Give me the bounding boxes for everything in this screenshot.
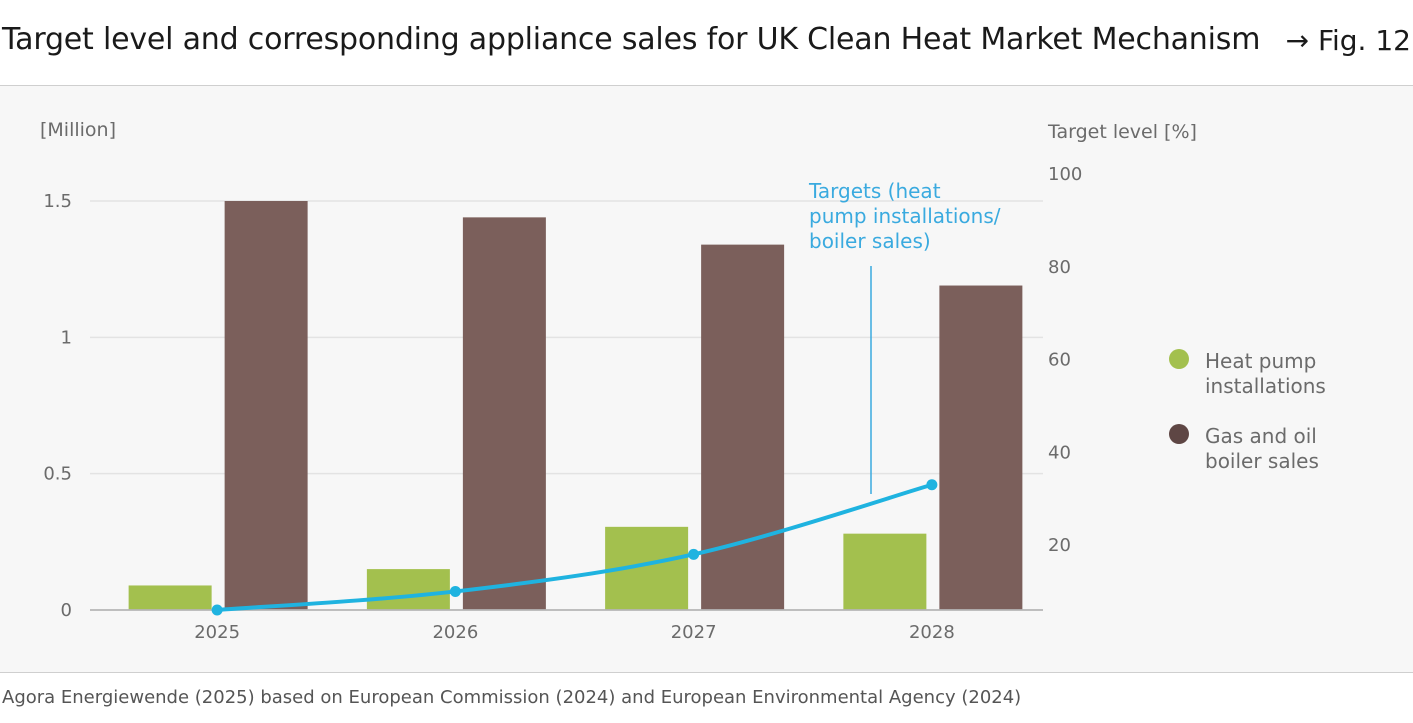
legend-label: boiler sales [1205, 449, 1319, 473]
left-axis-tick-label: 0.5 [43, 464, 72, 485]
target-line-group [211, 479, 938, 616]
target-point [926, 479, 938, 491]
x-axis-tick-label: 2026 [432, 622, 478, 643]
bar-boiler [224, 201, 308, 610]
legend-label: Gas and oil [1205, 424, 1317, 448]
left-axis-tick-label: 1 [61, 327, 72, 348]
right-axis-tick-label: 60 [1048, 350, 1071, 371]
right-axis-tick-label: 80 [1048, 257, 1071, 278]
bar-boiler [462, 217, 546, 611]
left-axis-tick-label: 0 [61, 600, 72, 621]
bar-boiler [939, 285, 1023, 610]
chart-header: Target level and corresponding appliance… [0, 0, 1413, 86]
annotation-text: boiler sales) [809, 229, 931, 253]
legend-label: Heat pump [1205, 349, 1316, 373]
right-axis-tick-label: 40 [1048, 442, 1071, 463]
x-axis-tick-label: 2028 [909, 622, 955, 643]
target-line [215, 482, 934, 612]
left-axis-tick-label: 1.5 [43, 191, 72, 212]
right-axis-tick-label: 100 [1048, 164, 1082, 185]
bar-boiler [701, 244, 785, 611]
x-axis-tick-label: 2027 [671, 622, 717, 643]
figure-reference-link[interactable]: → Fig. 12 [1285, 24, 1411, 57]
target-point [688, 548, 700, 560]
bar-heat-pump [366, 569, 450, 610]
x-axis-tick-label: 2025 [194, 622, 240, 643]
bar-heat-pump [843, 533, 927, 610]
right-axis-title: Target level [%] [1047, 121, 1197, 143]
target-point [211, 604, 223, 616]
legend-marker-boiler [1169, 424, 1189, 444]
source-note: Agora Energiewende (2025) based on Europ… [2, 687, 1022, 708]
axes: [Million] 0 0.5 1 1.5 Target level [%] 20 40 60 8… [40, 119, 1197, 643]
legend-label: installations [1205, 374, 1326, 398]
bar-heat-pump [128, 585, 212, 610]
legend-marker-heat-pump [1169, 349, 1189, 369]
chart-title: Target level and corresponding appliance… [2, 22, 1261, 57]
right-axis-tick-label: 20 [1048, 535, 1071, 556]
annotation-text: Targets (heat [808, 179, 941, 203]
bars [90, 201, 1043, 611]
annotation-text: pump installations/ [809, 204, 1001, 228]
left-axis-title: [Million] [40, 119, 116, 141]
target-point [449, 585, 461, 597]
